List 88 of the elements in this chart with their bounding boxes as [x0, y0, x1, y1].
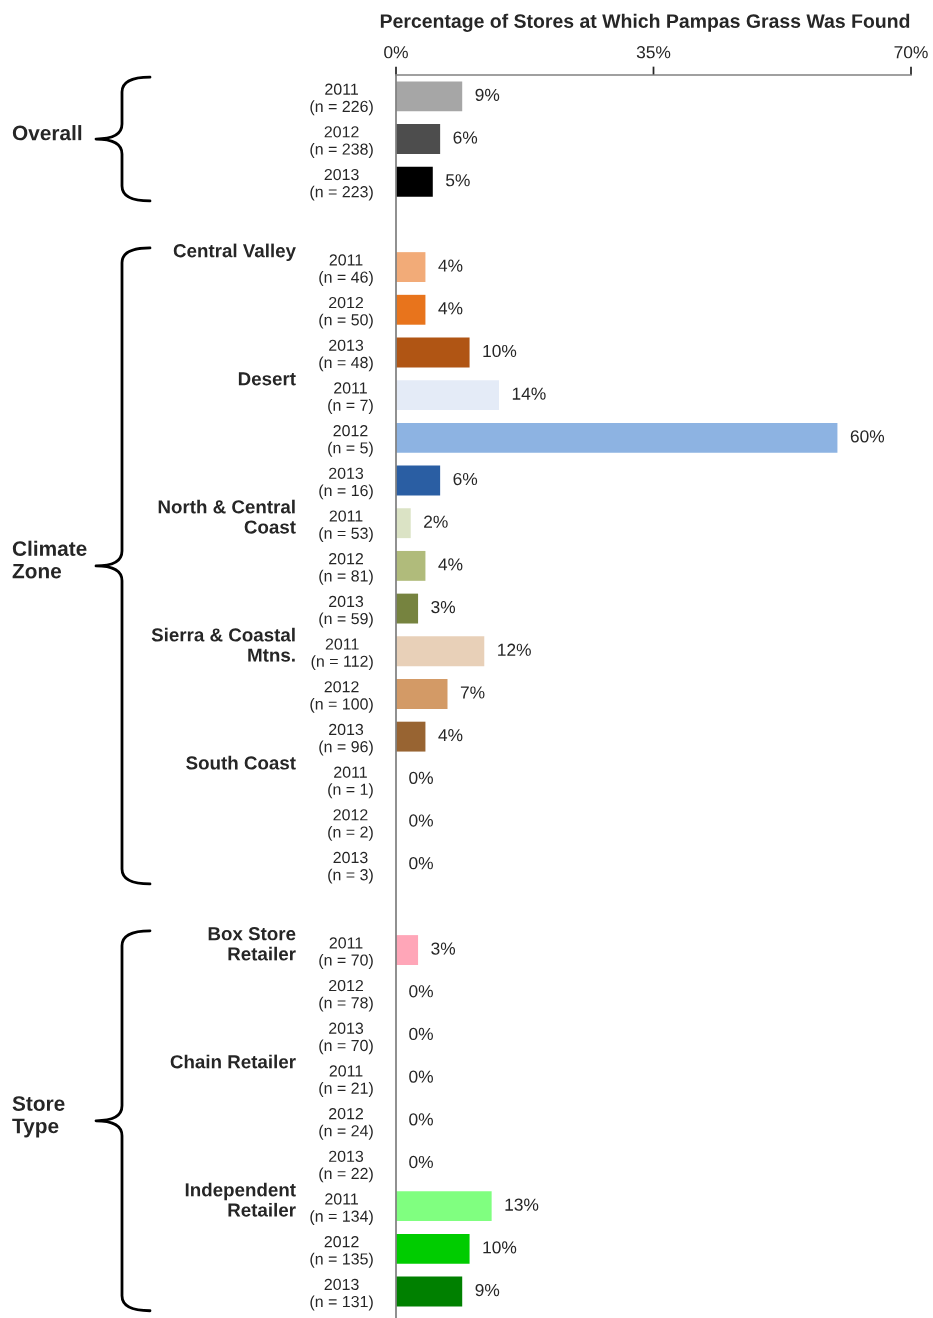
y-tick-label: 2011 (n = 53) — [319, 510, 373, 543]
y-tick-label: 2012 (n = 100) — [310, 681, 373, 713]
text: Store Type — [12, 1096, 65, 1138]
y-tick-label: 2013 (n = 16) — [319, 467, 373, 500]
bar — [396, 550, 426, 581]
data-label: 12% — [498, 643, 531, 656]
y-tick-label: 2011 (n = 226) — [310, 83, 373, 116]
chart-title: Percentage of Stores at Which Pampas Grass Was Found — [380, 13, 910, 32]
bar — [396, 593, 419, 624]
data-label: 0% — [409, 1155, 433, 1169]
y-tick-label: 2012 (n = 135) — [310, 1236, 373, 1268]
data-label: 6% — [453, 131, 478, 144]
data-label: 3% — [431, 600, 456, 614]
y-tick-label: 2012 (n = 24) — [319, 1107, 373, 1140]
y-tick-label: 2011 (n = 46) — [319, 254, 373, 286]
data-label: 10% — [483, 344, 517, 358]
data-label: 7% — [460, 686, 485, 699]
text: North & Central Coast — [158, 499, 296, 534]
y-tick-label: 2012 (n = 5) — [328, 425, 373, 457]
y-tick-label: 2013 (n = 22) — [319, 1150, 373, 1183]
bar — [396, 124, 441, 154]
data-label: 13% — [505, 1198, 539, 1211]
text: Box Store Retailer — [208, 927, 296, 961]
x-tick-label: 0% — [384, 46, 408, 59]
text: Overall — [12, 125, 82, 141]
text: Sierra & Coastal Mtns. — [151, 627, 295, 662]
bar — [396, 636, 485, 667]
data-label: 0% — [409, 1070, 433, 1083]
bar — [396, 1276, 463, 1307]
y-tick-label: 2013 (n = 131) — [310, 1278, 373, 1311]
data-label: 9% — [475, 88, 500, 101]
bar — [396, 1191, 492, 1222]
y-tick-label: 2012 (n = 50) — [319, 296, 373, 329]
bar — [396, 252, 426, 283]
bar — [396, 294, 426, 325]
y-tick-label: 2011 (n = 21) — [319, 1065, 373, 1097]
y-tick-label: 2011 (n = 70) — [319, 937, 373, 969]
data-label: 0% — [409, 985, 433, 998]
text: Central Valley — [173, 243, 296, 262]
text: Chain Retailer — [170, 1054, 296, 1069]
data-label: 10% — [483, 1241, 517, 1254]
y-tick-label: 2012 (n = 78) — [319, 979, 373, 1012]
bar — [396, 465, 441, 496]
bar — [396, 337, 470, 368]
data-label: 0% — [409, 771, 433, 784]
data-label: 4% — [438, 302, 463, 315]
data-label: 3% — [431, 942, 456, 955]
data-label: 4% — [438, 259, 463, 272]
text: Desert — [238, 372, 296, 386]
text: Climate Zone — [12, 540, 87, 579]
x-tick-label: 35% — [636, 46, 671, 59]
y-tick-label: 2012 (n = 81) — [319, 553, 373, 585]
data-label: 60% — [850, 430, 885, 443]
y-tick-label: 2013 (n = 223) — [310, 168, 373, 201]
data-label: 4% — [438, 729, 463, 742]
x-tick-label: 70% — [894, 46, 928, 59]
y-tick-label: 2013 (n = 3) — [328, 851, 373, 884]
y-tick-label: 2011 (n = 112) — [311, 638, 373, 671]
y-tick-label: 2013 (n = 70) — [319, 1022, 373, 1055]
data-label: 14% — [512, 387, 546, 400]
text: South Coast — [186, 755, 296, 770]
y-tick-label: 2013 (n = 96) — [319, 723, 373, 756]
y-tick-label: 2011 (n = 1) — [328, 766, 373, 799]
data-label: 9% — [475, 1283, 500, 1297]
data-label: 0% — [409, 857, 433, 870]
data-label: 4% — [438, 558, 463, 571]
y-tick-label: 2013 (n = 59) — [319, 595, 373, 628]
y-tick-label: 2012 (n = 2) — [328, 809, 373, 841]
y-tick-label: 2011 (n = 7) — [328, 382, 373, 414]
bar — [396, 166, 433, 197]
data-label: 5% — [445, 174, 470, 187]
bar — [396, 679, 448, 709]
bar — [396, 380, 499, 411]
y-tick-label: 2011 (n = 134) — [310, 1193, 373, 1226]
bar — [396, 508, 411, 539]
data-label: 6% — [453, 472, 478, 486]
bar — [396, 422, 838, 453]
data-label: 0% — [409, 814, 433, 827]
bar — [396, 721, 426, 752]
data-label: 2% — [424, 515, 448, 528]
y-tick-label: 2012 (n = 238) — [310, 126, 373, 158]
data-label: 0% — [409, 1113, 433, 1126]
bar — [396, 935, 419, 965]
bar — [396, 81, 463, 112]
text: Independent Retailer — [185, 1182, 296, 1217]
data-label: 0% — [409, 1027, 433, 1041]
bar — [396, 1233, 470, 1264]
y-tick-label: 2013 (n = 48) — [319, 339, 373, 372]
